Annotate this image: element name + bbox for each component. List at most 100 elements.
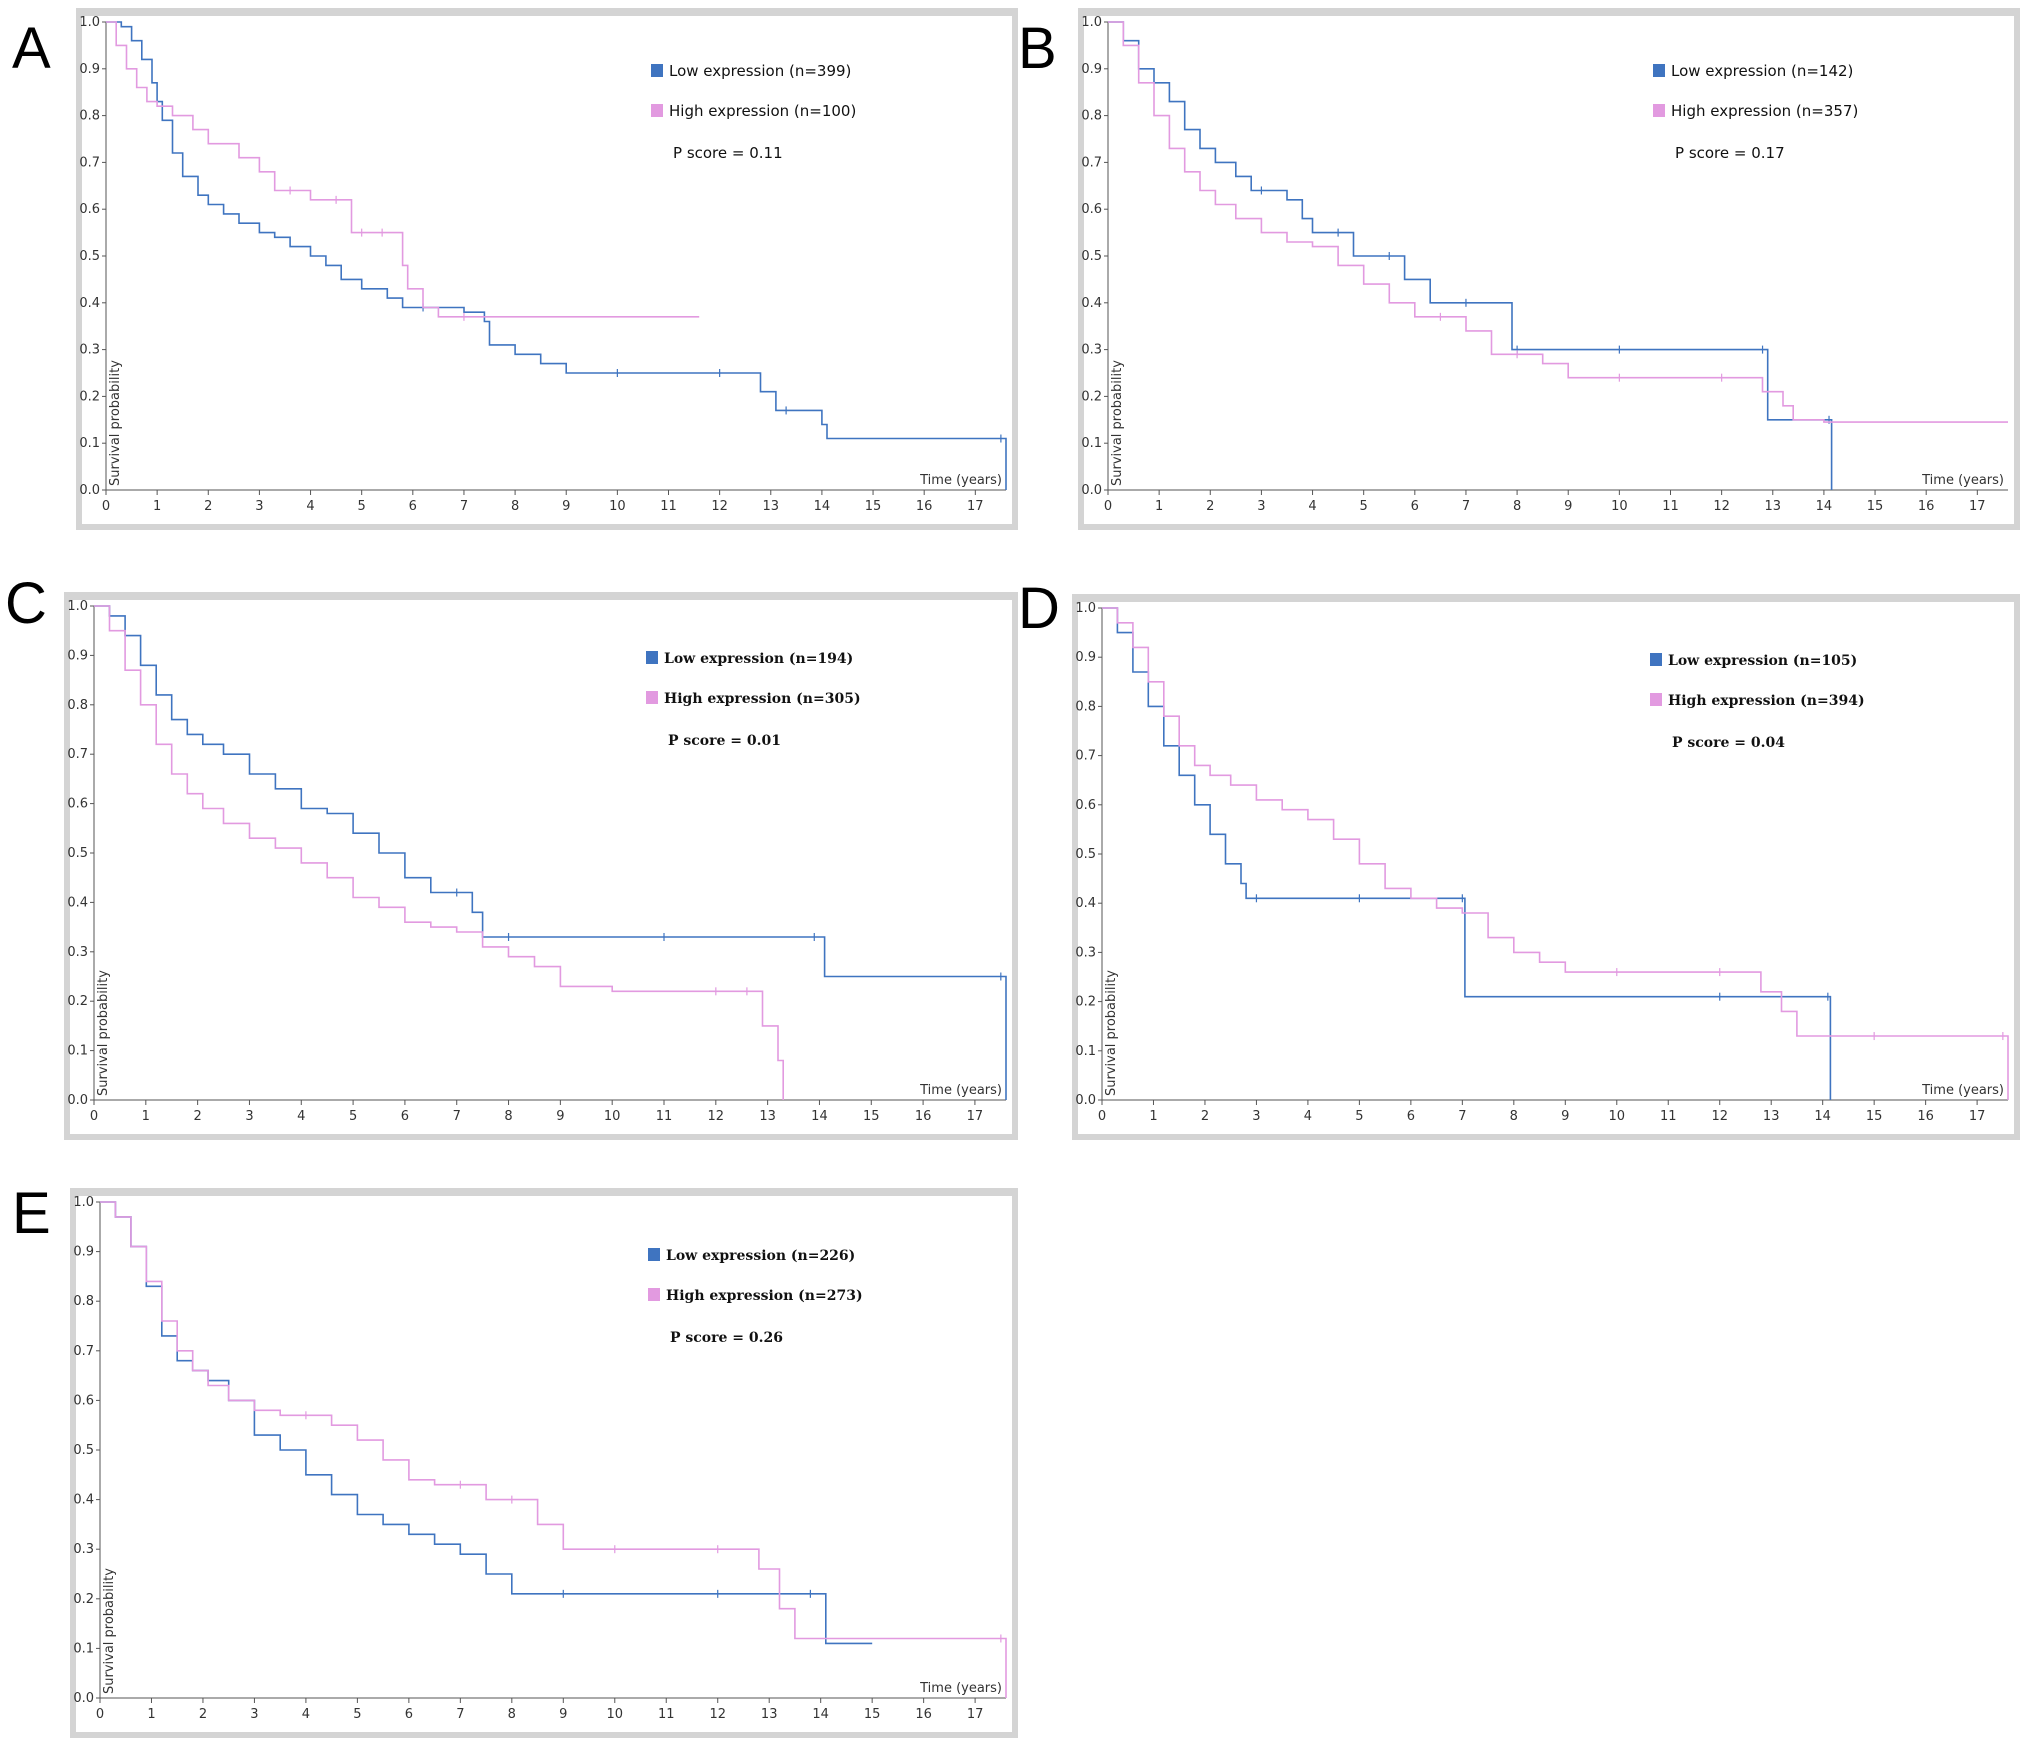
x-tick-label: 13	[1763, 1109, 1780, 1124]
p-score-label: P score = 0.01	[668, 733, 781, 749]
x-tick-label: 14	[814, 499, 831, 514]
x-tick-label: 13	[761, 1707, 778, 1722]
p-score-label: P score = 0.26	[670, 1330, 783, 1346]
x-tick-label: 5	[1360, 499, 1368, 514]
y-tick-label: 0.6	[1075, 798, 1096, 813]
x-tick-label: 3	[1257, 499, 1265, 514]
x-tick-label: 0	[90, 1109, 98, 1124]
y-tick-label: 0.3	[1075, 945, 1096, 960]
x-tick-label: 13	[759, 1109, 776, 1124]
x-tick-label: 7	[453, 1109, 461, 1124]
x-tick-label: 0	[1098, 1109, 1106, 1124]
panel-letter-b: B	[1018, 16, 1057, 81]
x-tick-label: 1	[147, 1707, 155, 1722]
y-tick-label: 0.1	[67, 1044, 88, 1059]
x-tick-label: 9	[562, 499, 570, 514]
x-tick-label: 4	[1304, 1109, 1312, 1124]
y-axis-label: Survival probability	[1104, 970, 1119, 1096]
legend-swatch-high	[648, 1288, 660, 1301]
x-tick-label: 8	[511, 499, 519, 514]
y-tick-label: 0.5	[1075, 847, 1096, 862]
y-tick-label: 0.1	[79, 436, 100, 451]
y-tick-label: 1.0	[73, 1195, 94, 1210]
series-line-high	[1102, 607, 2009, 1100]
x-tick-label: 4	[302, 1707, 310, 1722]
plot-background	[70, 600, 1012, 1134]
y-tick-label: 0.3	[73, 1542, 94, 1557]
y-tick-label: 0.7	[1081, 155, 1102, 170]
legend-label-high: High expression (n=394)	[1668, 693, 1865, 709]
series-line-low	[1108, 21, 1833, 490]
x-tick-label: 8	[1510, 1109, 1518, 1124]
p-score-label: P score = 0.11	[673, 144, 783, 162]
x-tick-label: 6	[405, 1707, 413, 1722]
y-tick-label: 0.6	[1081, 202, 1102, 217]
y-tick-label: 0.8	[73, 1294, 94, 1309]
x-tick-label: 5	[1355, 1109, 1363, 1124]
x-tick-label: 15	[1866, 1109, 1883, 1124]
y-tick-label: 0.8	[1081, 109, 1102, 124]
x-tick-label: 3	[245, 1109, 253, 1124]
y-tick-label: 1.0	[1081, 15, 1102, 30]
y-tick-label: 0.5	[1081, 249, 1102, 264]
legend-swatch-low	[646, 651, 658, 664]
y-tick-label: 1.0	[67, 599, 88, 614]
x-tick-label: 1	[1149, 1109, 1157, 1124]
km-chart-c: 0.0 0.1 0.2 0.3 0.4 0.5 0.6 0.7 0.8 0.9 1.0 0 1 2 3 4 5 6…	[64, 592, 1018, 1140]
y-axis-label: Survival probability	[1110, 360, 1125, 486]
plot-background	[1084, 16, 2014, 524]
x-tick-label: 1	[142, 1109, 150, 1124]
y-tick-label: 0.0	[1081, 483, 1102, 498]
x-tick-label: 16	[915, 1109, 932, 1124]
x-tick-label: 11	[660, 499, 677, 514]
y-axis-label: Survival probability	[108, 360, 123, 486]
x-tick-label: 12	[709, 1707, 726, 1722]
km-svg-a: 0.00.10.20.30.40.50.60.70.80.91.00 1 2 3 4 5 6…	[79, 15, 1012, 524]
y-tick-label: 0.2	[67, 994, 88, 1009]
y-tick-label: 0.7	[67, 747, 88, 762]
x-tick-label: 5	[353, 1707, 361, 1722]
x-tick-label: 12	[1713, 499, 1730, 514]
x-tick-label: 2	[193, 1109, 201, 1124]
x-tick-label: 16	[1918, 499, 1935, 514]
y-tick-label: 0.2	[1081, 389, 1102, 404]
y-tick-label: 0.5	[67, 846, 88, 861]
plot-background	[76, 1196, 1012, 1732]
y-tick-label: 0.8	[67, 698, 88, 713]
x-tick-label: 8	[504, 1109, 512, 1124]
y-tick-label: 0.5	[73, 1443, 94, 1458]
legend-swatch-high	[1650, 693, 1662, 706]
y-tick-label: 0.9	[1075, 650, 1096, 665]
km-svg-e: 0.00.10.20.30.40.50.60.70.80.91.00 1 2 3 4 5 6…	[73, 1195, 1012, 1732]
x-tick-label: 10	[609, 499, 626, 514]
x-axis-label: Time (years)	[919, 473, 1002, 488]
series-line-high	[1108, 21, 2008, 423]
series-line-high	[94, 605, 784, 1100]
x-tick-label: 3	[1252, 1109, 1260, 1124]
legend-label-high: High expression (n=357)	[1671, 102, 1858, 120]
y-tick-label: 0.6	[79, 202, 100, 217]
x-tick-label: 11	[656, 1109, 673, 1124]
y-tick-label: 0.9	[73, 1245, 94, 1260]
legend-swatch-high	[1653, 104, 1665, 117]
x-tick-label: 1	[153, 499, 161, 514]
panel-letter-a: A	[12, 16, 51, 81]
x-tick-label: 8	[508, 1707, 516, 1722]
y-tick-label: 0.7	[73, 1344, 94, 1359]
x-tick-label: 11	[658, 1707, 675, 1722]
x-tick-label: 2	[1206, 499, 1214, 514]
y-tick-label: 0.8	[79, 109, 100, 124]
x-tick-label: 17	[967, 1109, 984, 1124]
legend-label-low: Low expression (n=105)	[1668, 653, 1857, 669]
legend-swatch-high	[646, 691, 658, 704]
panel-letter-e: E	[12, 1181, 51, 1246]
p-score-label: P score = 0.04	[1672, 735, 1785, 751]
legend-label-high: High expression (n=305)	[664, 691, 861, 707]
x-tick-label: 15	[864, 1707, 881, 1722]
y-tick-label: 0.4	[79, 296, 100, 311]
y-tick-label: 0.1	[1081, 436, 1102, 451]
y-tick-label: 0.4	[67, 895, 88, 910]
km-svg-b: 0.00.10.20.30.40.50.60.70.80.91.00 1 2 3 4 5 6…	[1081, 15, 2014, 524]
y-tick-label: 0.4	[1081, 296, 1102, 311]
legend-swatch-low	[651, 64, 663, 77]
